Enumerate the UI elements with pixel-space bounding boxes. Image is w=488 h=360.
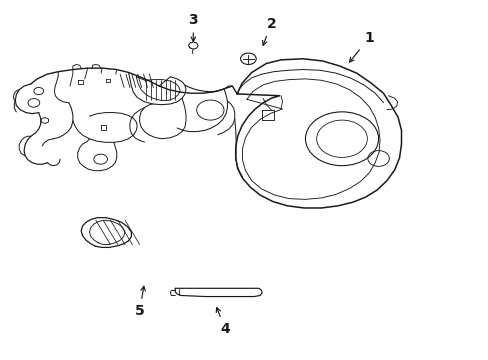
Text: 4: 4 bbox=[216, 307, 229, 336]
Text: 2: 2 bbox=[262, 17, 276, 45]
Text: 5: 5 bbox=[135, 286, 145, 318]
Text: 1: 1 bbox=[349, 31, 373, 62]
Text: 3: 3 bbox=[188, 13, 198, 41]
